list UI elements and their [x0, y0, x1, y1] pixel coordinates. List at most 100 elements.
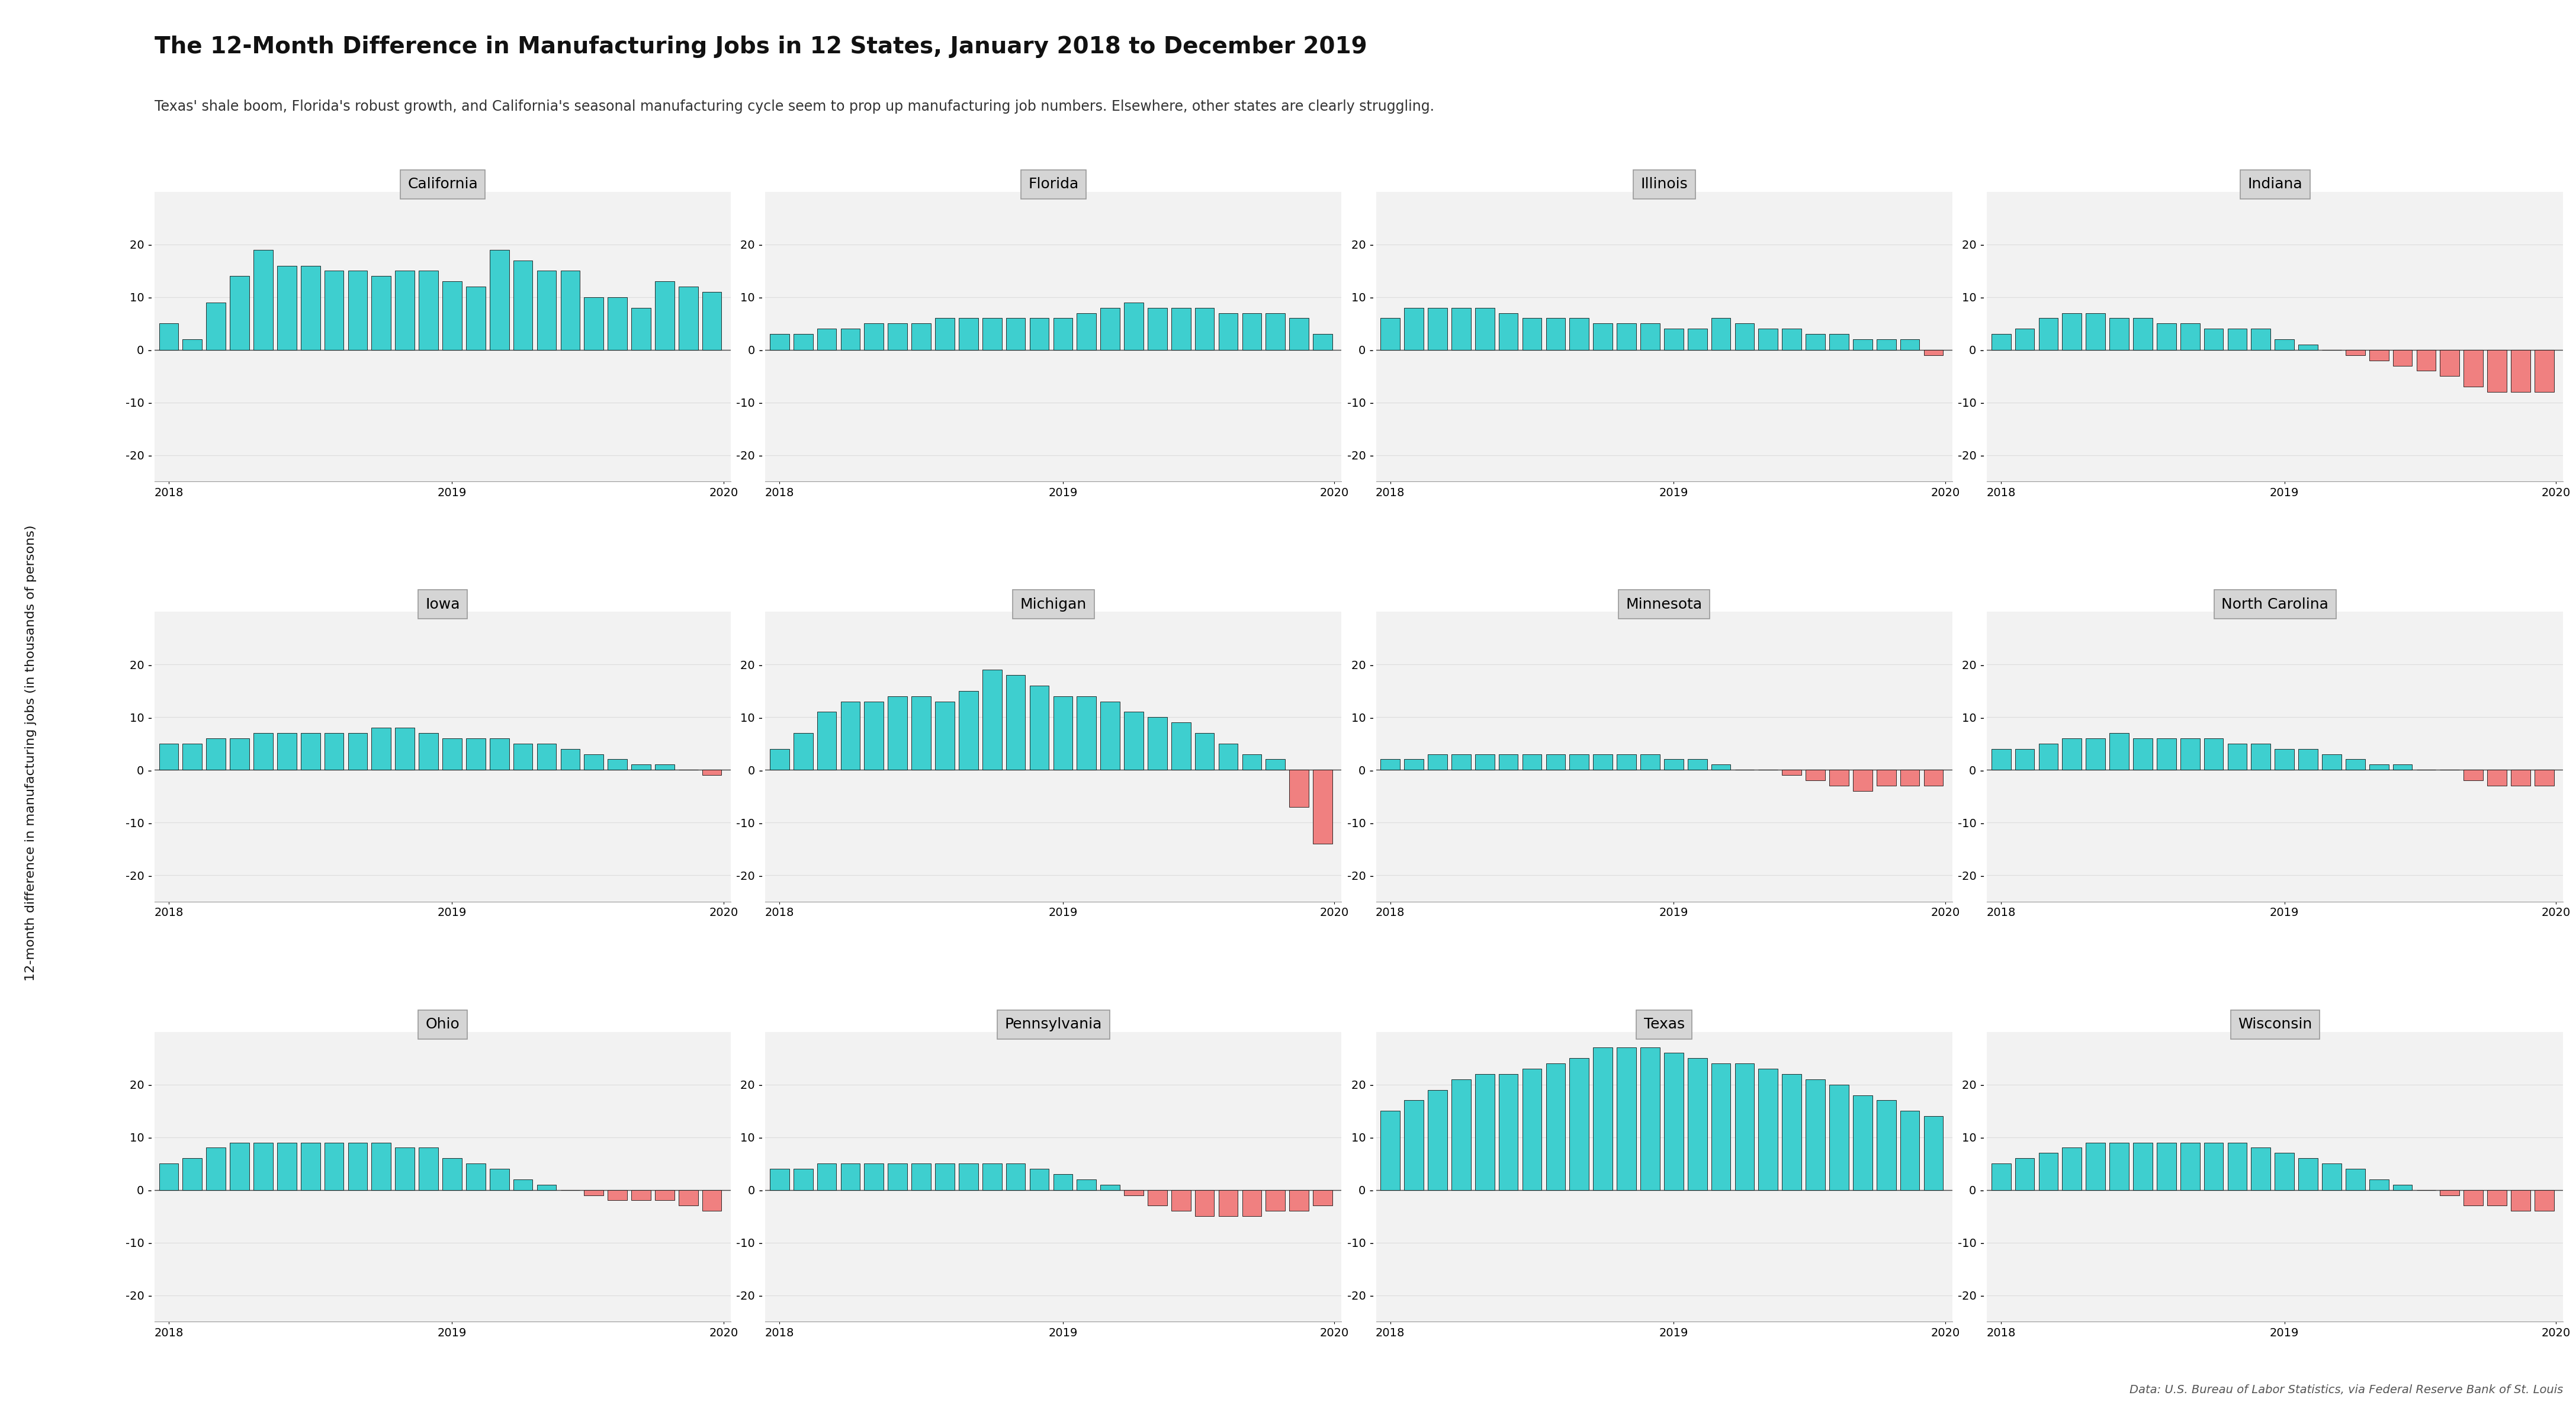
Bar [1618, 755, 1636, 770]
Bar [1123, 1189, 1144, 1195]
Bar [371, 276, 392, 350]
Bar [2512, 1189, 2530, 1211]
Bar [1100, 702, 1121, 770]
Bar [1195, 733, 1213, 770]
Bar [1404, 308, 1425, 350]
Bar [1381, 759, 1399, 770]
Bar [2038, 743, 2058, 770]
Bar [889, 324, 907, 350]
Bar [443, 281, 461, 350]
Bar [1172, 308, 1190, 350]
Bar [866, 702, 884, 770]
Bar [793, 733, 814, 770]
Bar [1924, 350, 1942, 355]
Text: Texas' shale boom, Florida's robust growth, and California's seasonal manufactur: Texas' shale boom, Florida's robust grow… [155, 99, 1435, 114]
Bar [2014, 749, 2035, 770]
Bar [793, 334, 814, 350]
Bar [536, 271, 556, 350]
Bar [1314, 1189, 1332, 1205]
Bar [981, 1164, 1002, 1189]
Bar [2535, 350, 2553, 392]
Bar [2038, 318, 2058, 350]
Bar [1522, 318, 1540, 350]
Bar [2298, 749, 2318, 770]
Bar [1829, 770, 1850, 786]
Bar [770, 749, 788, 770]
Bar [1783, 770, 1801, 774]
Bar [420, 733, 438, 770]
Bar [348, 1142, 368, 1189]
Bar [1476, 1074, 1494, 1189]
Bar [2087, 313, 2105, 350]
Bar [1569, 1059, 1589, 1189]
Bar [562, 271, 580, 350]
Bar [2463, 1189, 2483, 1205]
Bar [2393, 764, 2411, 770]
Bar [1149, 718, 1167, 770]
Bar [703, 770, 721, 774]
Bar [935, 318, 956, 350]
Bar [1901, 770, 1919, 786]
Bar [1077, 313, 1097, 350]
Bar [1077, 1179, 1097, 1189]
Bar [631, 1189, 652, 1201]
Bar [1265, 313, 1285, 350]
Bar [1030, 1169, 1048, 1189]
Bar [1546, 318, 1566, 350]
Bar [1664, 759, 1682, 770]
Bar [608, 759, 626, 770]
Bar [703, 291, 721, 350]
Bar [2251, 1148, 2269, 1189]
Bar [1291, 318, 1309, 350]
Bar [2205, 1142, 2223, 1189]
Bar [958, 318, 979, 350]
Bar [2110, 733, 2128, 770]
Bar [2063, 739, 2081, 770]
Bar [1242, 755, 1262, 770]
Bar [2370, 764, 2388, 770]
Bar [348, 733, 368, 770]
Bar [513, 743, 533, 770]
Bar [1829, 334, 1850, 350]
Bar [840, 702, 860, 770]
Bar [278, 733, 296, 770]
Bar [2275, 749, 2295, 770]
Bar [958, 691, 979, 770]
Bar [206, 303, 227, 350]
Bar [1404, 1100, 1425, 1189]
Bar [2488, 1189, 2506, 1205]
Bar [1924, 1115, 1942, 1189]
Bar [654, 764, 675, 770]
Bar [1149, 1189, 1167, 1205]
Bar [1195, 308, 1213, 350]
Bar [585, 755, 603, 770]
Title: Pennsylvania: Pennsylvania [1005, 1017, 1103, 1032]
Title: Michigan: Michigan [1020, 597, 1087, 611]
Bar [278, 266, 296, 350]
Bar [1806, 334, 1824, 350]
Bar [2179, 739, 2200, 770]
Bar [229, 1142, 250, 1189]
Bar [1546, 1063, 1566, 1189]
Bar [2205, 328, 2223, 350]
Bar [1218, 743, 1239, 770]
Bar [160, 1164, 178, 1189]
Bar [536, 1185, 556, 1189]
Bar [1592, 1047, 1613, 1189]
Bar [912, 324, 930, 350]
Bar [866, 324, 884, 350]
Bar [1783, 1074, 1801, 1189]
Bar [1641, 324, 1659, 350]
Bar [1007, 675, 1025, 770]
Bar [325, 1142, 343, 1189]
Bar [1806, 1080, 1824, 1189]
Bar [912, 696, 930, 770]
Bar [1242, 1189, 1262, 1216]
Bar [252, 1142, 273, 1189]
Bar [1991, 1164, 2012, 1189]
Bar [1291, 1189, 1309, 1211]
Bar [817, 1164, 837, 1189]
Bar [608, 1189, 626, 1201]
Bar [2439, 1189, 2460, 1195]
Bar [229, 276, 250, 350]
